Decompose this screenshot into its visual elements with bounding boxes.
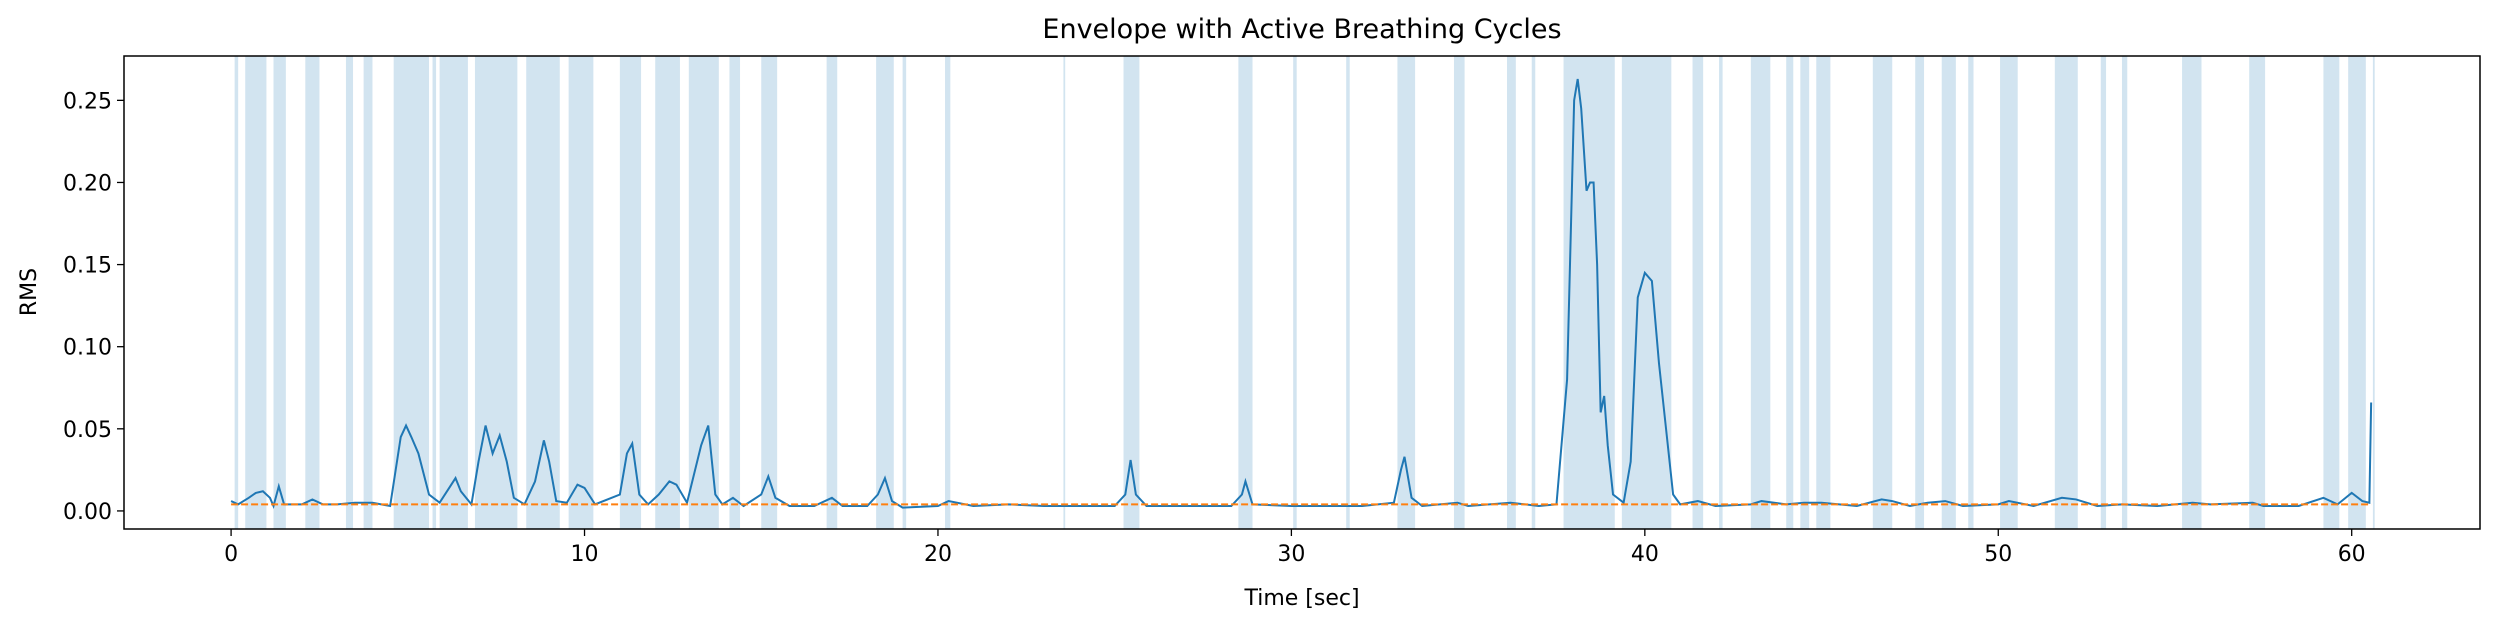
active-span [1719,56,1723,529]
active-span [2100,56,2107,529]
x-axis-label: Time [sec] [1243,586,1359,611]
active-span [1506,56,1516,529]
y-tick-label: 0.25 [63,89,112,114]
active-span [273,56,286,529]
active-span [1750,56,1771,529]
active-span [1453,56,1465,529]
active-span [761,56,778,529]
active-span [1941,56,1956,529]
active-span [902,56,907,529]
active-span [2348,56,2366,529]
active-span [2182,56,2202,529]
active-span [1800,56,1810,529]
active-span [2000,56,2018,529]
active-span [439,56,468,529]
active-span [1968,56,1974,529]
active-span [1692,56,1704,529]
active-span [1293,56,1297,529]
active-span [876,56,894,529]
active-span [1915,56,1925,529]
active-span [526,56,560,529]
active-span [345,56,354,529]
active-span [1123,56,1140,529]
active-span [432,56,437,529]
active-span [2372,56,2375,529]
active-span [1872,56,1893,529]
active-span [1063,56,1066,529]
active-span [234,56,239,529]
y-tick-label: 0.05 [63,418,112,443]
y-tick-label: 0.15 [63,254,112,279]
active-span [1786,56,1794,529]
active-span [1238,56,1253,529]
active-span [1397,56,1416,529]
y-tick-label: 0.20 [63,171,112,196]
x-tick-label: 30 [1277,542,1305,567]
y-tick-label: 0.00 [63,500,112,525]
active-span [1563,56,1615,529]
active-span [2323,56,2340,529]
x-tick-label: 20 [924,542,952,567]
active-span [1816,56,1831,529]
active-span [363,56,373,529]
active-span [688,56,719,529]
active-span [2054,56,2078,529]
active-span [474,56,518,529]
active-span [245,56,267,529]
active-span [2121,56,2128,529]
y-axis-label: RMS [17,268,42,316]
active-span [619,56,642,529]
x-tick-label: 10 [571,542,599,567]
x-tick-label: 60 [2338,542,2366,567]
y-tick-label: 0.10 [63,336,112,361]
active-span [393,56,430,529]
plot-area [230,56,2375,529]
active-span [305,56,320,529]
active-span [1346,56,1350,529]
x-tick-label: 0 [224,542,238,567]
active-span [655,56,680,529]
x-tick-label: 40 [1631,542,1659,567]
x-tick-label: 50 [1984,542,2012,567]
active-span [1531,56,1536,529]
axes-frame [123,55,2481,530]
active-span [1621,56,1672,529]
active-span [568,56,594,529]
active-span [826,56,838,529]
chart-title: Envelope with Active Breathing Cycles [1042,14,1561,45]
active-span [945,56,951,529]
active-span [729,56,741,529]
active-span [2249,56,2266,529]
